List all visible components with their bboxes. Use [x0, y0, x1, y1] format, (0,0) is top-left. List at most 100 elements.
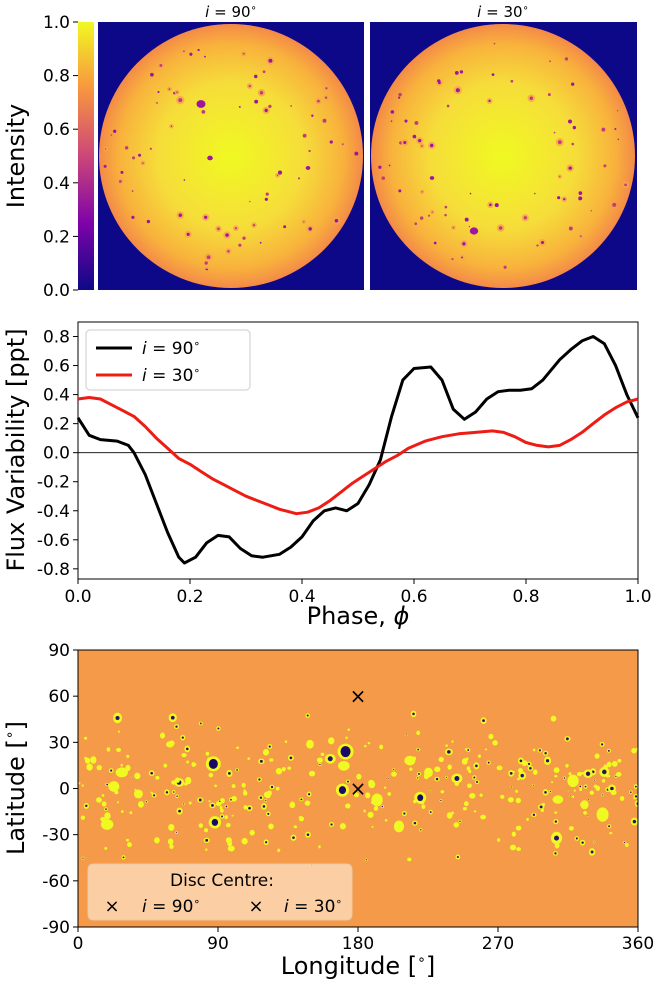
map-spot — [403, 812, 406, 815]
disc-spot — [259, 241, 262, 244]
map-facula — [445, 744, 448, 747]
disc-spot — [493, 42, 496, 45]
map-facula — [421, 804, 426, 809]
disc-spot — [183, 50, 185, 52]
disc-spot — [469, 227, 479, 235]
map-facula — [243, 805, 248, 810]
map-facula — [205, 751, 210, 756]
disc-spot — [510, 79, 514, 83]
map-spot — [487, 761, 490, 764]
map-facula — [589, 790, 595, 795]
map-facula — [137, 800, 144, 808]
disc-spot — [617, 138, 619, 141]
map-facula — [219, 797, 225, 804]
disc-spot — [444, 213, 447, 217]
map-facula — [298, 816, 305, 822]
disc-spot — [580, 235, 582, 237]
disc-spot — [124, 146, 129, 150]
disc-spot — [601, 127, 606, 132]
disc-spot — [217, 227, 220, 231]
map-facula — [409, 767, 413, 771]
disc-spot — [183, 179, 186, 181]
map-spot — [85, 804, 88, 808]
map-spot — [527, 762, 531, 766]
disc-spot — [252, 224, 256, 227]
disc-spot — [547, 93, 551, 97]
map-spot — [475, 764, 478, 768]
disc-spot — [429, 176, 435, 180]
map-facula — [634, 800, 638, 808]
map-facula — [159, 732, 166, 739]
disc-spot — [354, 151, 359, 156]
map-spot — [412, 712, 415, 716]
disc-spot — [570, 82, 575, 86]
disc-spot — [150, 72, 154, 77]
x-tick-label: 360 — [622, 934, 654, 954]
disc-spot — [398, 189, 402, 193]
disc-spot — [563, 198, 566, 201]
map-facula — [208, 800, 211, 803]
map-spot — [482, 719, 485, 722]
map-facula — [465, 757, 469, 761]
map-facula — [500, 794, 505, 799]
map-spot — [319, 763, 321, 766]
colorbar-tick-label: 0.6 — [43, 120, 70, 140]
disc-spot — [142, 162, 144, 164]
disc-spot — [189, 52, 193, 56]
legend-marker-i90: × — [104, 896, 119, 917]
map-spot — [563, 777, 566, 779]
map-facula — [553, 767, 560, 774]
map-facula — [262, 748, 270, 756]
map-spot — [236, 769, 238, 771]
map-facula — [83, 736, 88, 740]
map-facula — [552, 797, 557, 802]
y-tick-label: 0.8 — [43, 328, 70, 348]
x-tick-label: 180 — [342, 934, 374, 954]
map-facula — [466, 766, 471, 771]
map-facula — [573, 789, 576, 792]
map-spot — [610, 786, 614, 791]
map-spot — [176, 795, 178, 797]
disc-title: i = 30∘ — [477, 3, 529, 21]
disc-spot — [131, 190, 134, 192]
map-facula — [438, 756, 444, 763]
y-tick-label: 0 — [59, 780, 70, 800]
map-facula — [484, 748, 488, 751]
disc-spot — [322, 118, 327, 123]
map-facula — [550, 715, 557, 722]
disc-spot — [170, 125, 173, 127]
map-spot — [145, 801, 148, 803]
map-facula — [242, 790, 248, 796]
map-spot — [228, 772, 231, 775]
map-facula — [181, 752, 187, 758]
map-facula — [104, 812, 111, 820]
y-axis-label: Latitude [∘] — [2, 721, 30, 855]
map-spot — [590, 850, 594, 854]
map-spot — [178, 809, 181, 813]
map-spot — [175, 725, 178, 728]
map-spot — [181, 736, 184, 739]
map-facula — [169, 740, 175, 747]
y-axis-label: Flux Variability [ppt] — [2, 328, 30, 571]
map-facula — [81, 784, 84, 787]
map-spot — [205, 838, 209, 842]
map-facula — [615, 772, 622, 777]
disc-spot — [207, 155, 213, 161]
disc-spot — [614, 128, 617, 130]
map-facula — [496, 765, 503, 771]
map-facula — [516, 847, 522, 852]
disc-spot — [268, 104, 272, 109]
disc-spot — [603, 164, 607, 168]
map-spot — [306, 833, 310, 836]
disc-spot — [523, 216, 527, 220]
disc-spot — [204, 215, 208, 219]
map-spot — [393, 768, 395, 771]
map-facula — [567, 774, 579, 788]
map-facula — [214, 784, 218, 788]
series-line-i30 — [77, 396, 639, 516]
disc-spot — [616, 110, 619, 112]
legend-label-i90: i = 90∘ — [142, 895, 200, 917]
map-facula — [120, 810, 124, 813]
map-spot — [300, 798, 303, 801]
disc-spot — [427, 214, 431, 217]
